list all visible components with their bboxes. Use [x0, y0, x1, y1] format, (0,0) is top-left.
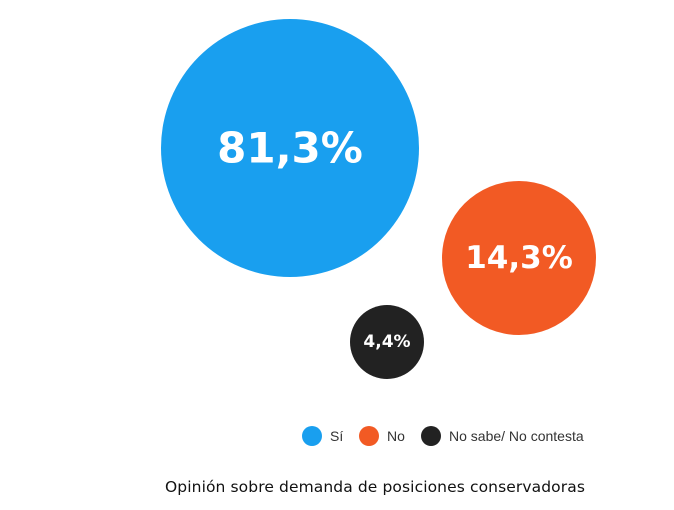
legend-label-no-sabe-no-contesta: No sabe/ No contesta	[449, 428, 584, 444]
legend-label-si: Sí	[330, 428, 343, 444]
bubbles-group: 81,3% 14,3% 4,4%	[161, 19, 596, 379]
bubble-no	[442, 181, 596, 335]
bubble-label-si: 81,3%	[217, 124, 363, 173]
legend-swatch-no	[359, 426, 379, 446]
chart-caption: Opinión sobre demanda de posiciones cons…	[165, 478, 585, 496]
legend-swatch-si	[302, 426, 322, 446]
bubble-label-no-sabe-no-contesta: 4,4%	[363, 332, 410, 352]
bubble-no-sabe-no-contesta	[350, 305, 424, 379]
legend: Sí No No sabe/ No contesta	[302, 426, 584, 446]
bubble-si	[161, 19, 419, 277]
bubble-label-no: 14,3%	[465, 240, 573, 276]
legend-label-no: No	[387, 428, 405, 444]
legend-swatch-no-sabe-no-contesta	[421, 426, 441, 446]
